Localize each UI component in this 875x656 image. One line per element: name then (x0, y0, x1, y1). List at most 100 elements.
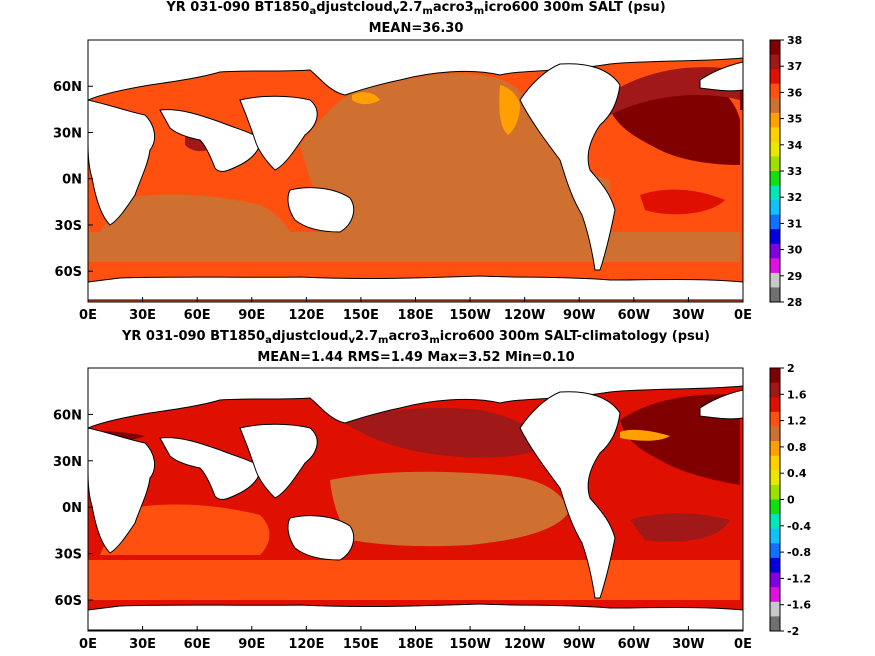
y-tick-label: 60N (53, 80, 82, 95)
colorbar-label: 30 (787, 244, 803, 257)
axis-top-y: 60N 30N 0N 30S 60S (53, 80, 93, 280)
colorbar-swatch (770, 499, 780, 515)
colorbar-swatch (770, 455, 780, 471)
colorbar-label: 29 (787, 270, 802, 283)
colorbar-label: -1.6 (787, 599, 811, 612)
x-tick-label: 180E (397, 637, 433, 652)
y-tick-label: 60N (53, 408, 82, 423)
colorbar-label: -0.4 (787, 520, 811, 533)
landmasses (88, 368, 743, 631)
colorbar-label: 33 (787, 165, 802, 178)
x-tick-label: 0E (79, 308, 97, 323)
y-tick-label: 60S (55, 265, 82, 280)
colorbar-swatch (770, 470, 780, 486)
x-tick-label: 150W (449, 308, 490, 323)
map-top (88, 40, 743, 302)
colorbar-swatch (770, 258, 780, 274)
colorbar-label: 0.8 (787, 441, 807, 454)
x-tick-label: 60W (618, 637, 650, 652)
med-high (740, 90, 743, 110)
title-part: djustcloud (272, 329, 349, 344)
colorbar-swatch (770, 54, 780, 70)
y-tick-label: 0N (62, 501, 82, 516)
x-tick-label: 90W (563, 308, 595, 323)
colorbar-bottom: 2 1.6 1.2 0.8 0.4 0 -0.4 -0.8 -1.2 -1.6 -2 (769, 362, 811, 638)
x-tick-label: 0E (734, 637, 752, 652)
y-tick-label: 30S (55, 548, 82, 563)
panel-bottom-subtitle: MEAN=1.44 RMS=1.49 Max=3.52 Min=0.10 (257, 350, 574, 365)
colorbar-label: -2 (787, 625, 799, 638)
panel-top: YR 031-090 BT1850adjustcloudv2.7macro3mi… (87, 0, 803, 309)
s-atlantic (640, 189, 725, 215)
colorbar-swatch (770, 426, 780, 442)
colorbar-swatch (770, 229, 780, 245)
colorbar-swatch (770, 528, 780, 544)
x-tick-label: 60E (184, 637, 211, 652)
x-tick-label: 120W (504, 637, 545, 652)
x-tick-label: 150W (449, 637, 490, 652)
colorbar-swatch (770, 40, 780, 56)
axis-bottom-x: 0E 30E 60E 90E 120E 150E 180E 150W 120W 90W 60W 30W… (79, 626, 752, 652)
colorbar-label: 32 (787, 191, 802, 204)
indian-south (100, 504, 270, 555)
colorbar-swatch (770, 171, 780, 187)
panel-bottom-title: YR 031-090 BT1850adjustcloudv2.7macro3mi… (121, 329, 710, 346)
colorbar-swatch (770, 69, 780, 85)
indian-field (100, 194, 290, 232)
y-tick-label: 30S (55, 219, 82, 234)
title-part: m (378, 335, 388, 346)
title-part: v (348, 335, 355, 346)
colorbar-swatch (770, 185, 780, 201)
title-part: YR 031-090 BT1850 (165, 0, 309, 15)
title-part: a (265, 335, 272, 346)
colorbar-top: 38 37 36 35 34 33 32 31 30 29 28 (769, 34, 803, 309)
title-part: YR 031-090 BT1850 (121, 329, 265, 344)
x-tick-label: 60W (618, 308, 650, 323)
colorbar-swatch (770, 572, 780, 588)
colorbar-swatch (770, 287, 780, 303)
x-tick-label: 0E (734, 308, 752, 323)
title-part: icro600 300m SALT-climatology (psu) (440, 329, 710, 344)
colorbar-swatch (770, 616, 780, 632)
colorbar-label: 0 (787, 494, 795, 507)
y-tick-label: 60S (55, 594, 82, 609)
colorbar-label: 38 (787, 34, 802, 47)
southern-band (88, 232, 740, 262)
x-tick-label: 30E (129, 308, 156, 323)
colorbar-swatch (770, 397, 780, 413)
title-part: icro600 300m SALT (psu) (484, 0, 666, 15)
landmasses (88, 40, 743, 301)
colorbar-label: 1.6 (787, 388, 807, 401)
colorbar-label: 35 (787, 113, 802, 126)
x-tick-label: 90W (563, 637, 595, 652)
title-part: acro3 (388, 329, 429, 344)
colorbar-label: 0.4 (787, 467, 807, 480)
x-tick-label: 150E (343, 308, 379, 323)
north-pacific (340, 408, 545, 458)
colorbar-swatch (770, 214, 780, 230)
x-tick-label: 180E (397, 308, 433, 323)
x-tick-label: 150E (343, 637, 379, 652)
colorbar-swatch (770, 83, 780, 99)
x-tick-label: 120W (504, 308, 545, 323)
colorbar-swatch (770, 141, 780, 157)
colorbar-label: 2 (787, 362, 795, 375)
colorbar-label: 28 (787, 296, 802, 309)
title-part: 2.7 (399, 0, 422, 15)
colorbar-swatch (770, 441, 780, 457)
x-tick-label: 30W (672, 308, 704, 323)
colorbar-swatch (770, 272, 780, 288)
title-part: m (422, 6, 432, 17)
x-tick-label: 30W (672, 637, 704, 652)
x-tick-label: 90E (238, 308, 265, 323)
colorbar-label: 1.2 (787, 415, 807, 428)
colorbar-label: -1.2 (787, 572, 811, 585)
colorbar-swatch (770, 484, 780, 500)
axis-bottom-y: 60N 30N 0N 30S 60S (53, 408, 93, 609)
title-part: m (429, 335, 439, 346)
colorbar-swatch (770, 156, 780, 172)
title-part: v (393, 6, 400, 17)
colorbar-label: 34 (787, 139, 803, 152)
y-tick-label: 0N (62, 173, 82, 188)
colorbar-swatch (770, 411, 780, 427)
